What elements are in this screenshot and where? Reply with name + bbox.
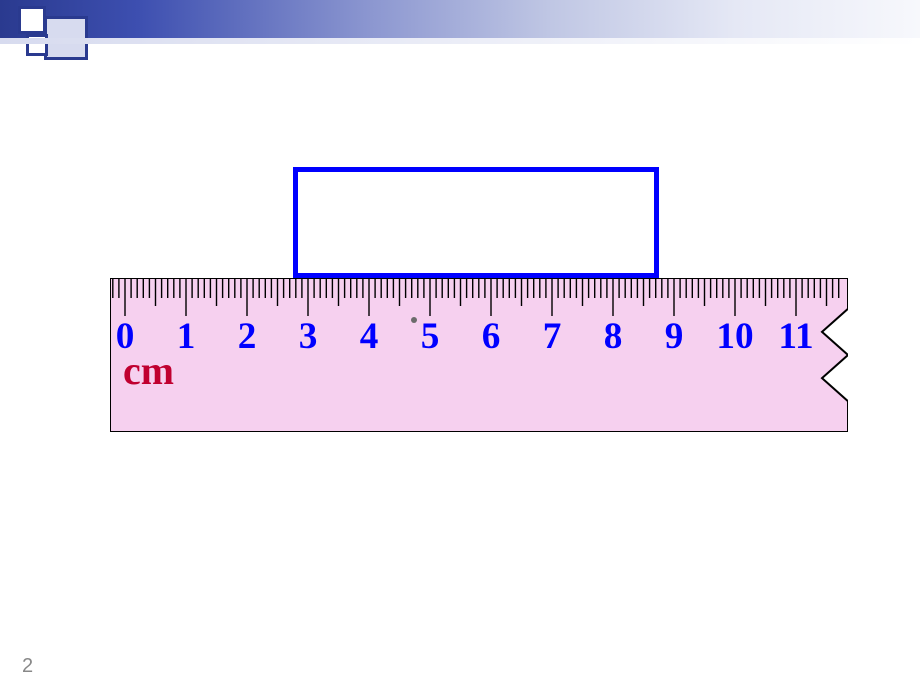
ruler-number: 2 <box>238 316 257 357</box>
center-dot-icon <box>411 317 417 323</box>
ruler-number: 7 <box>543 316 562 357</box>
slide: 01234567891011cm 2 <box>0 0 920 690</box>
ruler-svg: 01234567891011cm <box>110 278 848 432</box>
slide-number: 2 <box>22 655 33 678</box>
header-subbanner <box>0 38 920 44</box>
ruler-number: 8 <box>604 316 623 357</box>
ruler-number: 5 <box>421 316 440 357</box>
ruler-number: 4 <box>360 316 379 357</box>
header-banner <box>0 0 920 38</box>
ruler: 01234567891011cm <box>110 278 848 432</box>
ruler-number: 6 <box>482 316 501 357</box>
ruler-unit-label: cm <box>123 348 174 393</box>
ruler-number: 1 <box>177 316 196 357</box>
ruler-number: 3 <box>299 316 318 357</box>
ruler-number: 9 <box>665 316 684 357</box>
ruler-number: 11 <box>778 316 813 357</box>
ruler-number: 10 <box>716 316 753 357</box>
measured-rectangle <box>293 167 659 278</box>
logo-square-small <box>18 6 46 34</box>
